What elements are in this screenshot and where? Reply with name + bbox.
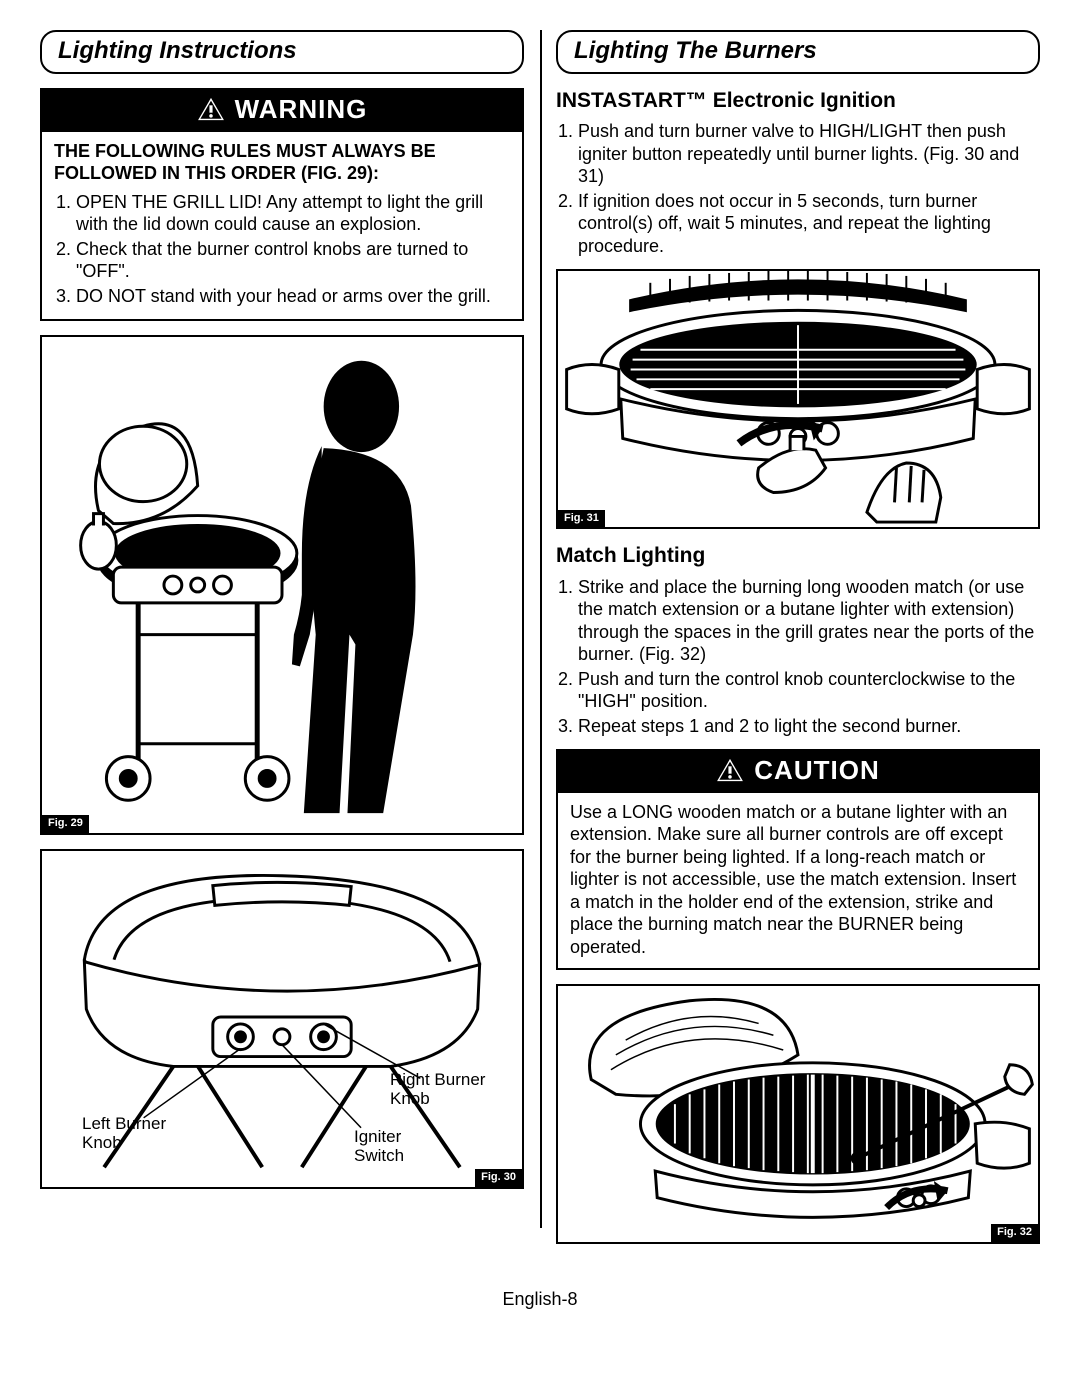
figure-29-illustration bbox=[42, 337, 522, 833]
caution-label: CAUTION bbox=[754, 754, 879, 787]
left-column: Lighting Instructions WARNING THE FOLLOW… bbox=[40, 30, 540, 1258]
section-header-lighting-instructions: Lighting Instructions bbox=[40, 30, 524, 74]
warning-lead: THE FOLLOWING RULES MUST ALWAYS BE FOLLO… bbox=[54, 140, 510, 185]
warning-icon bbox=[197, 97, 225, 121]
figure-31-illustration bbox=[558, 271, 1038, 527]
figure-32-illustration bbox=[558, 986, 1038, 1242]
caution-text: Use a LONG wooden match or a butane ligh… bbox=[570, 802, 1016, 957]
warning-step: Check that the burner control knobs are … bbox=[76, 238, 510, 283]
caution-icon bbox=[716, 758, 744, 782]
list-item: Strike and place the burning long wooden… bbox=[578, 576, 1040, 666]
figure-32: Fig. 32 bbox=[556, 984, 1040, 1244]
warning-step: DO NOT stand with your head or arms over… bbox=[76, 285, 510, 308]
figure-29: Fig. 29 bbox=[40, 335, 524, 835]
instastart-heading: INSTASTART™ Electronic Ignition bbox=[556, 88, 1040, 114]
page-number: English-8 bbox=[0, 1288, 1080, 1331]
match-steps: Strike and place the burning long wooden… bbox=[556, 576, 1040, 738]
caution-box: Use a LONG wooden match or a butane ligh… bbox=[556, 793, 1040, 971]
warning-step: OPEN THE GRILL LID! Any attempt to light… bbox=[76, 191, 510, 236]
callout-igniter: Igniter Switch bbox=[354, 1128, 434, 1165]
warning-bar: WARNING bbox=[40, 88, 524, 132]
figure-label: Fig. 32 bbox=[991, 1224, 1038, 1242]
callout-right-knob: Right Burner Knob bbox=[390, 1071, 510, 1108]
figure-30: Fig. 30 bbox=[40, 849, 524, 1189]
list-item: Push and turn burner valve to HIGH/LIGHT… bbox=[578, 120, 1040, 188]
figure-label: Fig. 29 bbox=[42, 815, 89, 833]
match-lighting-heading: Match Lighting bbox=[556, 543, 1040, 569]
warning-label: WARNING bbox=[235, 93, 368, 126]
caution-bar: CAUTION bbox=[556, 749, 1040, 793]
list-item: Push and turn the control knob countercl… bbox=[578, 668, 1040, 713]
figure-label: Fig. 31 bbox=[558, 510, 605, 528]
warning-box: THE FOLLOWING RULES MUST ALWAYS BE FOLLO… bbox=[40, 132, 524, 322]
list-item: Repeat steps 1 and 2 to light the second… bbox=[578, 715, 1040, 738]
right-column: Lighting The Burners INSTASTART™ Electro… bbox=[540, 30, 1040, 1258]
figure-label: Fig. 30 bbox=[475, 1169, 522, 1187]
section-header-lighting-burners: Lighting The Burners bbox=[556, 30, 1040, 74]
column-divider bbox=[540, 30, 542, 1228]
list-item: If ignition does not occur in 5 seconds,… bbox=[578, 190, 1040, 258]
callout-left-knob: Left Burner Knob bbox=[82, 1115, 192, 1152]
instastart-steps: Push and turn burner valve to HIGH/LIGHT… bbox=[556, 120, 1040, 257]
figure-31: Fig. 31 bbox=[556, 269, 1040, 529]
warning-steps: OPEN THE GRILL LID! Any attempt to light… bbox=[54, 191, 510, 308]
